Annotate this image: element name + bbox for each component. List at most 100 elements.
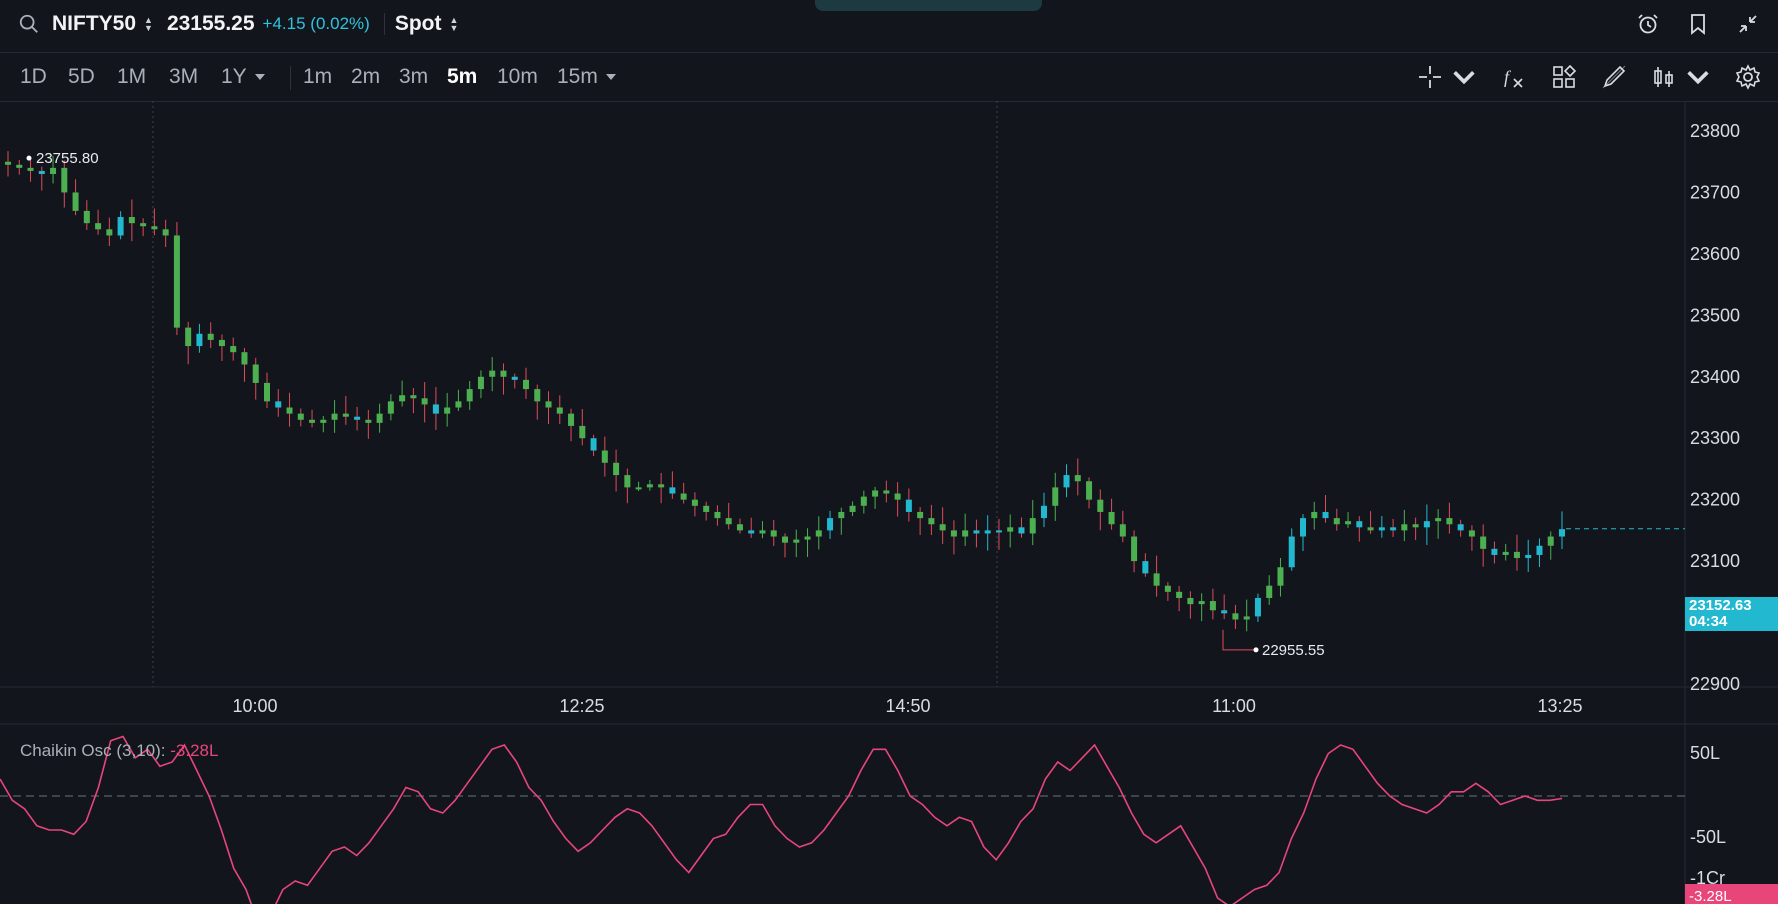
candle-body bbox=[128, 217, 135, 224]
candle-body bbox=[477, 376, 484, 390]
chevron-down-icon[interactable] bbox=[1684, 63, 1712, 91]
low-label: 22955.55 bbox=[1262, 642, 1325, 659]
top-right-actions bbox=[1636, 12, 1760, 36]
high-label: 23755.80 bbox=[36, 150, 99, 167]
candle-body bbox=[782, 536, 788, 543]
candle-body bbox=[444, 407, 451, 414]
candle-body bbox=[207, 333, 214, 340]
alarm-icon[interactable] bbox=[1636, 12, 1660, 36]
chevron-down-icon[interactable] bbox=[1450, 63, 1478, 91]
chart-annotations: 23755.80 22955.55 bbox=[26, 150, 1325, 659]
interval-10m[interactable]: 10m bbox=[497, 65, 538, 88]
crosshair-icon[interactable] bbox=[1416, 63, 1444, 91]
candle-body bbox=[984, 530, 991, 534]
candle-body bbox=[275, 401, 282, 408]
interval-1m[interactable]: 1m bbox=[303, 65, 333, 88]
candle-body bbox=[1131, 536, 1138, 562]
candle-body bbox=[27, 167, 34, 171]
indicator-tick-label: -50L bbox=[1690, 827, 1726, 847]
symbol-switch-icon[interactable]: ▲ ▼ bbox=[144, 15, 153, 33]
candle-body bbox=[376, 413, 383, 423]
bookmark-icon[interactable] bbox=[1686, 12, 1710, 36]
candle-body bbox=[872, 490, 879, 497]
candle-body bbox=[613, 462, 620, 476]
candle-body bbox=[849, 505, 856, 512]
templates-icon[interactable] bbox=[1550, 63, 1578, 91]
candle-body bbox=[1209, 601, 1216, 611]
candle-body bbox=[252, 364, 259, 383]
candle-body bbox=[387, 401, 394, 414]
candle-body bbox=[669, 487, 676, 494]
candle-body bbox=[432, 404, 439, 414]
chart-area[interactable]: 23800 23700 23600 23500 23400 23300 23200 23100… bbox=[0, 101, 1778, 904]
candle-body bbox=[1322, 511, 1329, 519]
candle-body bbox=[1401, 524, 1408, 531]
price-tick-label: 23500 bbox=[1690, 305, 1740, 325]
range-1d[interactable]: 1D bbox=[20, 65, 47, 88]
candle-body bbox=[1468, 530, 1475, 537]
price-tick-label: 23600 bbox=[1690, 244, 1740, 264]
candle-body bbox=[1221, 610, 1228, 614]
draw-pencil-icon[interactable] bbox=[1600, 63, 1628, 91]
candle-body bbox=[320, 419, 327, 423]
candle-body bbox=[106, 229, 113, 236]
candle-body bbox=[185, 327, 192, 347]
range-1m[interactable]: 1M bbox=[117, 65, 147, 88]
range-1y-label: 1Y bbox=[221, 65, 247, 88]
candle-body bbox=[421, 398, 428, 405]
candle-body bbox=[804, 536, 811, 540]
candle-body bbox=[1164, 585, 1171, 592]
search-icon[interactable] bbox=[18, 13, 40, 35]
high-marker bbox=[26, 155, 32, 161]
candle-body bbox=[1525, 554, 1532, 559]
interval-3m[interactable]: 3m bbox=[399, 65, 429, 88]
instrument-type[interactable]: Spot bbox=[394, 12, 442, 35]
range-3m[interactable]: 3M bbox=[169, 65, 199, 88]
candle-body bbox=[342, 413, 349, 417]
candle-body bbox=[1457, 524, 1464, 531]
candle-body bbox=[590, 438, 597, 451]
candle-body bbox=[770, 530, 777, 537]
price-chart[interactable]: 23800 23700 23600 23500 23400 23300 23200 23100… bbox=[0, 101, 1778, 904]
candle-body bbox=[714, 511, 721, 519]
candle-body bbox=[883, 490, 890, 494]
candle-body bbox=[1502, 551, 1509, 555]
instrument-switch-icon[interactable]: ▲ ▼ bbox=[449, 15, 459, 33]
candle-body bbox=[827, 518, 834, 531]
chart-tools: f bbox=[1416, 63, 1762, 91]
interval-2m[interactable]: 2m bbox=[351, 65, 381, 88]
candle-body bbox=[16, 164, 23, 168]
candle-body bbox=[1390, 527, 1397, 531]
range-1y[interactable]: 1Y bbox=[221, 65, 265, 89]
range-5d[interactable]: 5D bbox=[68, 65, 95, 88]
indicator-label[interactable]: Chaikin Osc (3,10): -3.28L bbox=[20, 741, 218, 761]
candle-body bbox=[838, 511, 845, 519]
price-tick-label: 23300 bbox=[1690, 428, 1740, 448]
minimize-icon[interactable] bbox=[1736, 12, 1760, 36]
candle-body bbox=[691, 499, 698, 506]
symbol-name[interactable]: NIFTY50 bbox=[52, 12, 137, 35]
candle-body bbox=[1029, 518, 1036, 534]
price-tick-label: 22900 bbox=[1690, 674, 1740, 694]
candle-body bbox=[748, 530, 755, 534]
candle-body bbox=[601, 450, 608, 463]
candle-body bbox=[1153, 573, 1160, 586]
candle-body bbox=[905, 499, 912, 512]
indicators-icon[interactable]: f bbox=[1500, 63, 1528, 91]
candle-body bbox=[117, 217, 124, 236]
candle-body bbox=[162, 229, 169, 236]
interval-15m[interactable]: 15m bbox=[557, 65, 616, 89]
candle-body bbox=[1435, 518, 1442, 522]
candle-body bbox=[759, 530, 766, 534]
candle-body bbox=[1142, 561, 1149, 574]
chart-type-icon[interactable] bbox=[1650, 63, 1678, 91]
candle-body bbox=[1536, 545, 1543, 555]
candle-body bbox=[1074, 475, 1081, 482]
time-tick-label: 11:00 bbox=[1212, 696, 1256, 716]
candle-body bbox=[894, 493, 901, 500]
interval-5m[interactable]: 5m bbox=[447, 65, 478, 88]
gear-icon[interactable] bbox=[1734, 63, 1762, 91]
top-bar: NIFTY50 ▲ ▼ 23155.25 +4.15 (0.02%) Spot ▲… bbox=[0, 0, 1778, 53]
chaikin-oscillator bbox=[0, 735, 1685, 904]
candle-body bbox=[5, 161, 11, 165]
